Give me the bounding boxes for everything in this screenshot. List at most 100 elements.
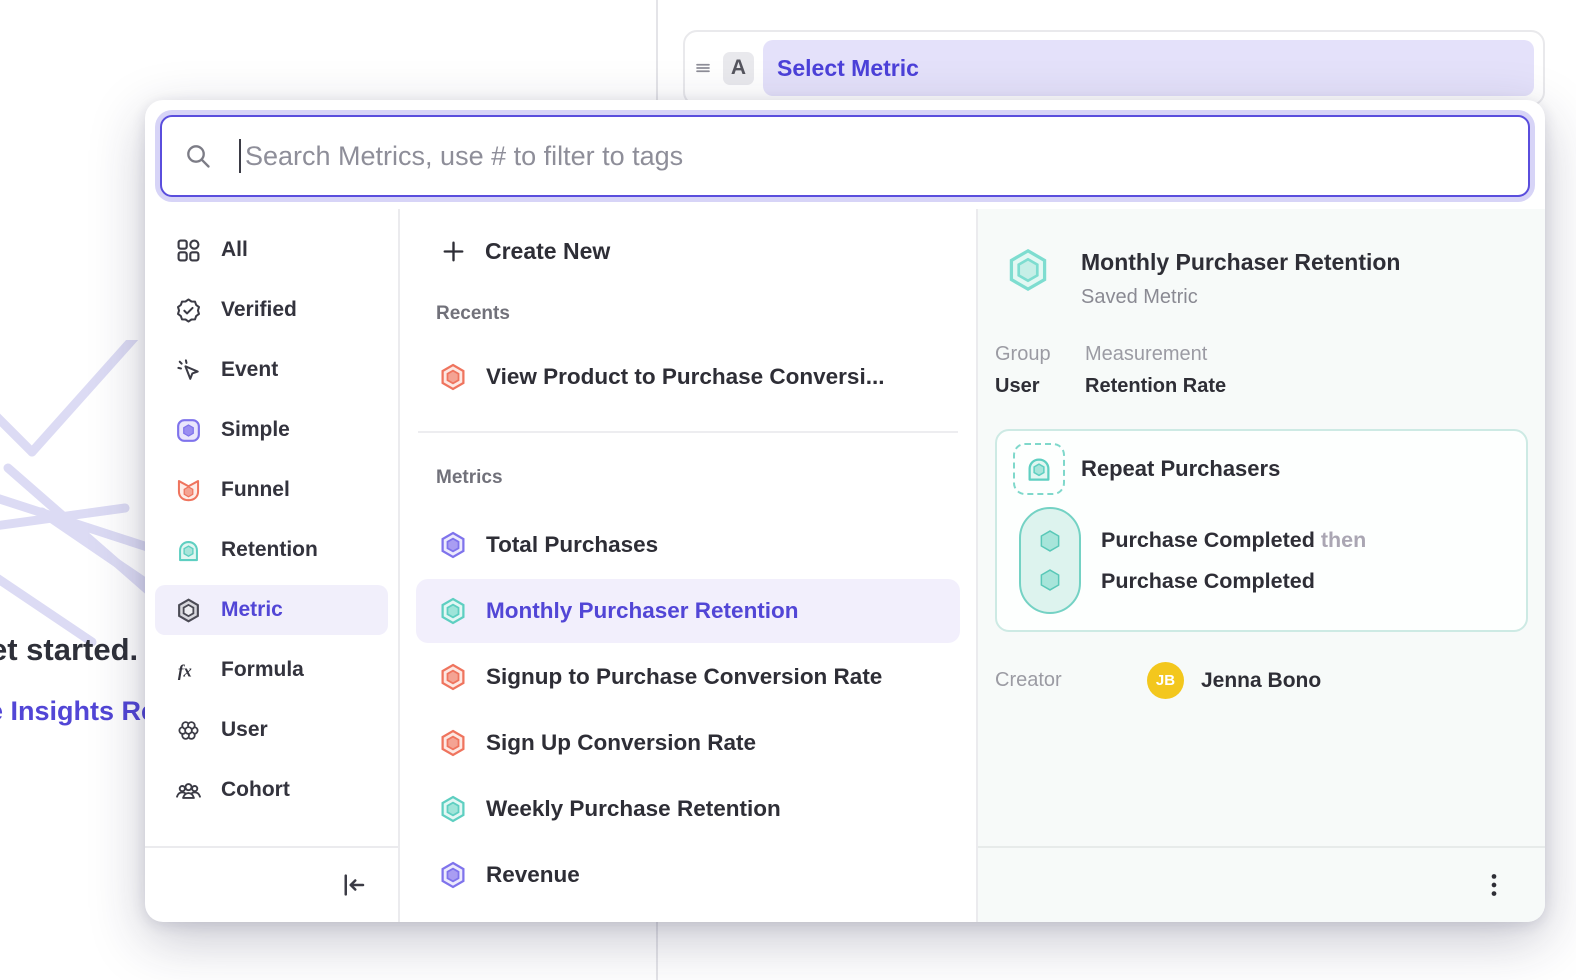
sidebar-item-simple[interactable]: Simple bbox=[155, 405, 388, 455]
metric-item-label: Revenue bbox=[486, 862, 580, 888]
step-b: Purchase Completed bbox=[1101, 569, 1315, 593]
metric-item-label: View Product to Purchase Conversi... bbox=[486, 364, 884, 390]
cohort-icon bbox=[175, 777, 202, 804]
event-sequence-capsule bbox=[1019, 507, 1081, 614]
teal-hexagon-icon bbox=[438, 596, 468, 626]
sidebar-item-verified[interactable]: Verified bbox=[155, 285, 388, 335]
sidebar-item-label: User bbox=[221, 718, 268, 742]
creator-row: Creator JB Jenna Bono bbox=[995, 662, 1528, 699]
measurement-label: Measurement bbox=[1085, 341, 1226, 367]
metric-list-item[interactable]: Monthly Purchaser Retention bbox=[416, 579, 960, 643]
search-bar bbox=[160, 115, 1530, 197]
grid-icon bbox=[175, 237, 202, 264]
metric-list-item[interactable]: Total Purchases bbox=[416, 513, 960, 577]
metric-item-label: Signup to Purchase Conversion Rate bbox=[486, 664, 882, 690]
metric-item-label: Weekly Purchase Retention bbox=[486, 796, 781, 822]
retention-cohort-icon-box bbox=[1013, 443, 1065, 495]
metric-item-label: Sign Up Conversion Rate bbox=[486, 730, 756, 756]
series-a-badge[interactable]: A bbox=[723, 52, 754, 85]
sidebar-item-label: Retention bbox=[221, 538, 318, 562]
sidebar-footer bbox=[145, 846, 398, 922]
metric-item-label: Monthly Purchaser Retention bbox=[486, 598, 799, 624]
sidebar-item-cohort[interactable]: Cohort bbox=[155, 765, 388, 815]
metric-icon bbox=[175, 597, 202, 624]
purple-hexagon-icon bbox=[438, 530, 468, 560]
creator-avatar: JB bbox=[1147, 662, 1184, 699]
select-metric-label: Select Metric bbox=[777, 55, 919, 82]
select-metric-pill[interactable]: Select Metric bbox=[763, 40, 1534, 96]
recents-list: View Product to Purchase Conversi... bbox=[416, 345, 960, 409]
coral-hexagon-icon bbox=[438, 728, 468, 758]
recents-section-label: Recents bbox=[436, 303, 960, 329]
metric-detail-panel: Monthly Purchaser Retention Saved Metric… bbox=[978, 209, 1545, 922]
event-hexagon-icon bbox=[1037, 567, 1063, 593]
creator-name: Jenna Bono bbox=[1201, 669, 1321, 693]
search-icon bbox=[184, 142, 212, 170]
sidebar-item-label: Cohort bbox=[221, 778, 290, 802]
event-hexagon-icon bbox=[1037, 528, 1063, 554]
metrics-section-label: Metrics bbox=[436, 467, 960, 493]
recent-metric-item[interactable]: View Product to Purchase Conversi... bbox=[416, 345, 960, 409]
coral-hexagon-icon bbox=[438, 362, 468, 392]
step-a: Purchase Completed bbox=[1101, 528, 1315, 552]
sidebar-item-label: Simple bbox=[221, 418, 290, 442]
background-insights-link[interactable]: e Insights Re bbox=[0, 696, 168, 727]
saved-metric-hexagon-icon bbox=[1005, 247, 1051, 293]
sidebar-item-retention[interactable]: Retention bbox=[155, 525, 388, 575]
create-new-button[interactable]: Create New bbox=[416, 233, 960, 269]
coral-hexagon-icon bbox=[438, 662, 468, 692]
metric-item-label: Total Purchases bbox=[486, 532, 658, 558]
user-icon bbox=[175, 717, 202, 744]
verified-icon bbox=[175, 297, 202, 324]
measurement-value: Retention Rate bbox=[1085, 373, 1226, 399]
sidebar-item-label: Event bbox=[221, 358, 278, 382]
list-divider bbox=[418, 431, 958, 433]
definition-card: Repeat Purchasers Purchase Completed the… bbox=[995, 429, 1528, 632]
sidebar-item-metric[interactable]: Metric bbox=[155, 585, 388, 635]
sidebar-item-funnel[interactable]: Funnel bbox=[155, 465, 388, 515]
creator-label: Creator bbox=[995, 669, 1147, 692]
sidebar-item-all[interactable]: All bbox=[155, 225, 388, 275]
metrics-list: Total Purchases Monthly Purchaser Retenti… bbox=[416, 513, 960, 907]
select-metric-row: A Select Metric bbox=[683, 30, 1545, 106]
detail-type-label: Saved Metric bbox=[1081, 285, 1400, 309]
retention-icon bbox=[1024, 454, 1054, 484]
drag-handle-icon[interactable] bbox=[692, 57, 714, 79]
group-value: User bbox=[995, 373, 1085, 399]
definition-steps: Purchase Completed then Purchase Complet… bbox=[1101, 520, 1366, 602]
more-options-icon[interactable] bbox=[1481, 870, 1507, 900]
purple-hexagon-icon bbox=[438, 860, 468, 890]
sidebar-item-event[interactable]: Event bbox=[155, 345, 388, 395]
svg-text:fx: fx bbox=[178, 661, 193, 680]
plus-icon bbox=[440, 238, 467, 265]
picker-columns: All Verified Event Simple Funnel Retention Met… bbox=[145, 209, 1545, 922]
teal-hexagon-icon bbox=[438, 794, 468, 824]
step-connector: then bbox=[1321, 528, 1366, 552]
sidebar-item-user[interactable]: User bbox=[155, 705, 388, 755]
metric-list-item[interactable]: Sign Up Conversion Rate bbox=[416, 711, 960, 775]
detail-header: Monthly Purchaser Retention Saved Metric bbox=[995, 247, 1528, 309]
metric-list-panel: Create New Recents View Product to Purch… bbox=[400, 209, 978, 922]
metric-list-item[interactable]: Signup to Purchase Conversion Rate bbox=[416, 645, 960, 709]
metric-picker-modal: All Verified Event Simple Funnel Retention Met… bbox=[145, 100, 1545, 922]
metric-list-item[interactable]: Revenue bbox=[416, 843, 960, 907]
detail-footer bbox=[978, 846, 1545, 922]
create-new-label: Create New bbox=[485, 238, 610, 265]
metric-list-item[interactable]: Weekly Purchase Retention bbox=[416, 777, 960, 841]
sidebar-item-label: All bbox=[221, 238, 248, 262]
definition-name: Repeat Purchasers bbox=[1081, 456, 1280, 482]
search-input[interactable] bbox=[241, 141, 1528, 172]
collapse-sidebar-icon[interactable] bbox=[338, 870, 368, 900]
event-icon bbox=[175, 357, 202, 384]
detail-meta: Group User Measurement Retention Rate bbox=[995, 341, 1528, 399]
category-sidebar: All Verified Event Simple Funnel Retention Met… bbox=[145, 209, 400, 922]
category-list: All Verified Event Simple Funnel Retention Met… bbox=[145, 209, 398, 846]
funnel-icon bbox=[175, 477, 202, 504]
sidebar-item-label: Verified bbox=[221, 298, 297, 322]
detail-title: Monthly Purchaser Retention bbox=[1081, 247, 1400, 277]
formula-icon: fx bbox=[175, 657, 202, 684]
sidebar-item-formula[interactable]: fxFormula bbox=[155, 645, 388, 695]
group-label: Group bbox=[995, 341, 1085, 367]
sidebar-item-label: Metric bbox=[221, 598, 283, 622]
sidebar-item-label: Funnel bbox=[221, 478, 290, 502]
